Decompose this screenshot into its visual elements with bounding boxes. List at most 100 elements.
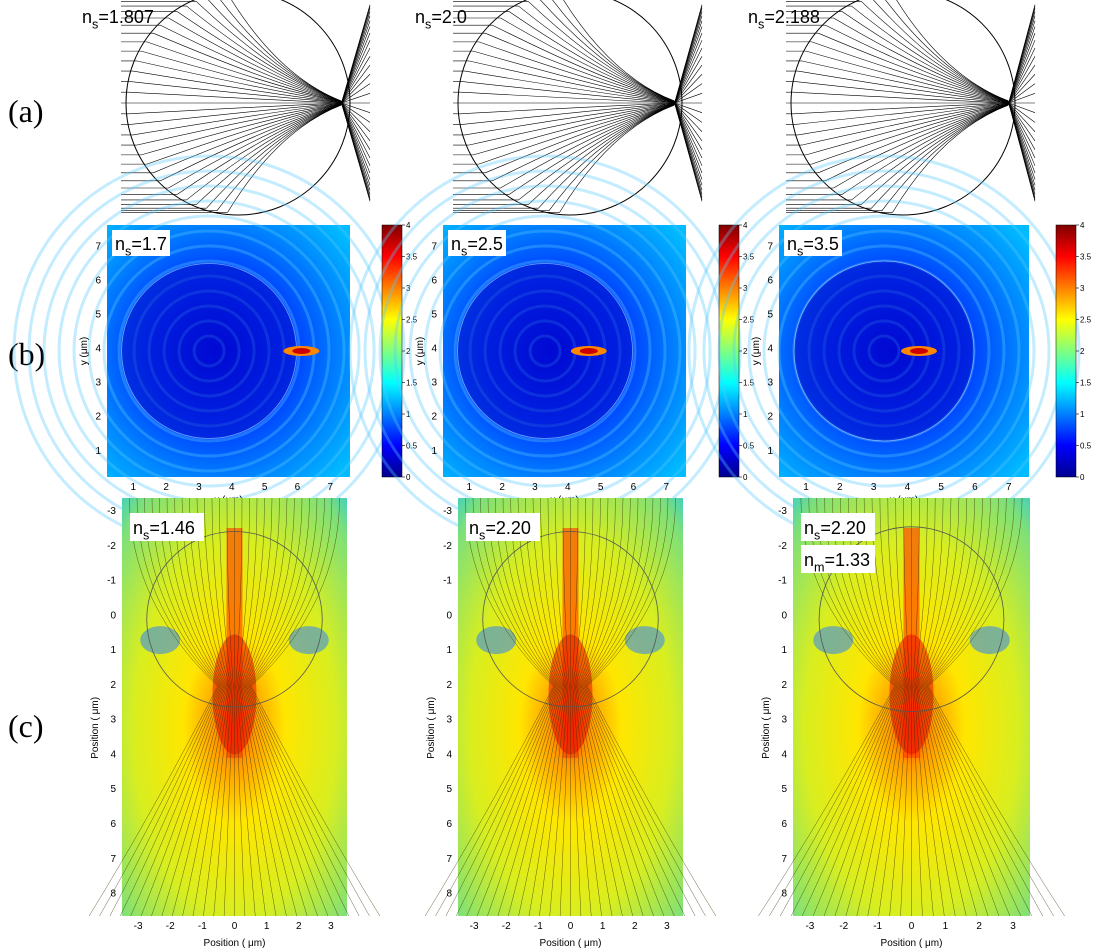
streamline <box>248 497 360 917</box>
sphere <box>121 263 297 439</box>
streamline <box>130 497 223 917</box>
cold-lobe <box>813 626 854 655</box>
streamline <box>578 497 644 917</box>
streamline <box>424 497 555 917</box>
x-tick-label: 1 <box>600 921 606 932</box>
sphere <box>793 260 975 442</box>
ray <box>453 26 703 189</box>
y-tick-label: 6 <box>110 819 116 830</box>
streamline <box>243 497 318 917</box>
streamline <box>235 497 246 917</box>
x-tick-label: -3 <box>805 921 814 932</box>
streamline <box>223 497 234 917</box>
focal-core <box>579 348 598 354</box>
ray <box>121 47 371 165</box>
x-tick-label: -1 <box>534 921 543 932</box>
colorbar-tick-label: 0.5 <box>1080 442 1092 451</box>
ns-label-box <box>784 230 842 256</box>
ns-label: ns=1.7 <box>115 234 167 258</box>
ns-label-box <box>112 230 170 256</box>
streamline <box>182 497 229 917</box>
x-tick-label: 1 <box>264 921 270 932</box>
ray <box>121 64 371 146</box>
ray <box>453 5 703 191</box>
fringe <box>453 259 637 443</box>
colorbar-tick-label: 0 <box>1080 473 1085 482</box>
ray <box>786 47 1036 165</box>
streamline <box>250 497 381 917</box>
x-tick-label: 2 <box>632 921 638 932</box>
x-tick-label: 6 <box>295 482 301 493</box>
ns-label: ns=1.807 <box>82 7 154 31</box>
x-tick-label: 3 <box>871 482 877 493</box>
streamline <box>583 497 685 917</box>
field-panel-3: 12345671234567x (μm)y (μm)ns=3.500.511.5… <box>687 154 1092 548</box>
ray <box>121 11 371 186</box>
ray <box>786 56 1036 156</box>
ray <box>453 40 703 174</box>
streamline <box>586 497 717 917</box>
sphere-outline <box>457 0 683 216</box>
x-tick-label: 1 <box>466 482 472 493</box>
streamline <box>240 497 287 917</box>
ray <box>453 32 703 166</box>
ray <box>121 91 371 113</box>
streamline-panel-3: -3 -2 -1 0 1 2 3 -3 -2 -1 0 1 2 3 4 5 6 7 8 Position ( μm) P… <box>758 497 1065 949</box>
ray <box>453 41 703 159</box>
y-tick-label: 5 <box>431 310 437 321</box>
fringe <box>72 214 346 488</box>
streamline <box>576 497 623 917</box>
streamline <box>585 497 706 917</box>
streamline <box>507 497 564 917</box>
streamline <box>923 497 1022 917</box>
ray <box>121 74 371 136</box>
ray <box>453 50 703 150</box>
ray <box>121 24 371 174</box>
colorbar-tick-label: 3 <box>1080 284 1085 293</box>
row-label-c: (c) <box>8 708 44 744</box>
streamline <box>88 497 219 917</box>
nm-label: nm=1.33 <box>804 550 870 574</box>
streamline <box>582 497 675 917</box>
x-tick-label: 5 <box>598 482 604 493</box>
ray <box>786 20 1036 195</box>
colorbar <box>1055 224 1077 478</box>
colorbar-tick-label: 4 <box>406 221 411 230</box>
streamline <box>241 497 298 917</box>
streamline <box>856 497 906 917</box>
streamline <box>579 497 654 917</box>
colorbar-tick-label: 3.5 <box>406 253 418 262</box>
y-tick-label: 6 <box>431 275 437 286</box>
colorbar-tick-label: 3.5 <box>743 253 755 262</box>
x-axis-label: Position ( μm) <box>540 938 602 949</box>
y-tick-label: 2 <box>431 412 437 423</box>
streamline <box>246 497 339 917</box>
y-tick-label: -2 <box>107 541 116 552</box>
y-tick-label: 1 <box>767 446 773 457</box>
ray <box>786 70 1036 132</box>
streamline <box>912 497 923 917</box>
cold-lobe <box>969 626 1010 655</box>
ray <box>786 32 1036 182</box>
y-tick-label: 4 <box>431 344 437 355</box>
streamline-row: -3 -2 -1 0 1 2 3 -3 -2 -1 0 1 2 3 4 5 6 7 8 Position ( μm) P… <box>88 497 1065 949</box>
x-tick-label: 2 <box>163 482 169 493</box>
ns-label: ns=2.20 <box>469 518 531 542</box>
streamline <box>584 497 696 917</box>
x-tick-label: 7 <box>664 482 670 493</box>
ray <box>786 41 1036 159</box>
streamline <box>245 497 329 917</box>
streamline <box>249 497 370 917</box>
streamline <box>917 497 967 917</box>
ray <box>453 17 703 180</box>
y-tick-label: 2 <box>446 680 452 691</box>
x-tick-label: -1 <box>198 921 207 932</box>
streamline <box>140 497 224 917</box>
y-tick-label: 4 <box>767 344 773 355</box>
streamline <box>497 497 563 917</box>
x-tick-label: 1 <box>803 482 809 493</box>
streamline <box>192 497 230 917</box>
ray <box>453 4 703 213</box>
y-tick-label: 1 <box>446 645 452 656</box>
sphere-outline <box>125 0 351 216</box>
